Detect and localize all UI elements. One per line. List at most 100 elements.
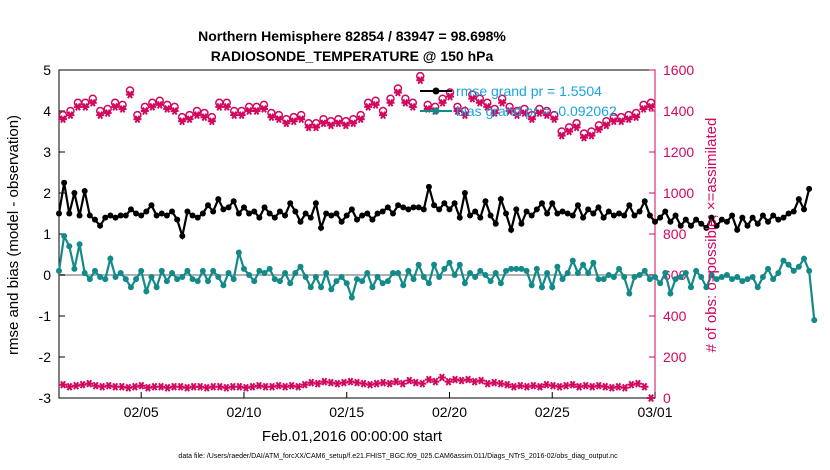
bias-point [86, 276, 93, 283]
obs-star-stroke [282, 382, 288, 391]
obs-low-marker [183, 383, 192, 392]
obs-low-marker [294, 382, 303, 391]
obs-star-stroke [210, 382, 217, 391]
obs-low-marker [640, 382, 649, 391]
obs-star-stroke [393, 377, 400, 386]
rmse-point [266, 210, 273, 217]
obs-low-marker [562, 381, 571, 390]
rmse-point [790, 208, 797, 215]
obs-star-stroke [471, 377, 478, 386]
obs-low-marker [575, 382, 584, 391]
bias-point [184, 267, 191, 274]
obs-star-stroke [354, 378, 360, 387]
bias-point [528, 282, 535, 289]
rmse-point [595, 204, 602, 211]
bias-point [569, 257, 576, 264]
obs-star-stroke [243, 383, 249, 392]
rmse-point [662, 208, 669, 215]
rmse-point [153, 212, 160, 219]
rmse-point [66, 210, 73, 217]
obs-star-stroke [73, 381, 79, 390]
bias-point [687, 284, 694, 291]
obs-star-stroke [432, 377, 439, 386]
rmse-point [112, 214, 119, 221]
obs-star-stroke [295, 382, 302, 391]
obs-star-stroke [622, 383, 628, 392]
rmse-point [508, 226, 515, 233]
obs-star-stroke [641, 382, 648, 391]
obs-low-marker [287, 381, 296, 390]
obs-star-stroke [301, 380, 308, 389]
bias-point [395, 269, 402, 276]
obs-low-marker [542, 380, 551, 389]
obs-low-marker [627, 380, 636, 389]
x-axis-label: Feb.01,2016 00:00:00 start [262, 428, 443, 445]
obs-assimilated-marker [475, 98, 484, 107]
obs-assimilated-marker [602, 121, 611, 130]
y-right-tick-label: 800 [663, 226, 687, 242]
rmse-point [528, 212, 535, 219]
rmse-point [795, 196, 802, 203]
obs-low-marker [176, 382, 185, 391]
obs-assimilated-marker [222, 102, 231, 111]
bias-point [276, 278, 283, 285]
obs-low-marker [104, 381, 113, 390]
bias-point [199, 267, 206, 274]
rmse-point [461, 190, 468, 196]
obs-star-stroke [386, 379, 393, 388]
obs-assimilated-marker [118, 104, 127, 113]
rmse-point [544, 210, 551, 217]
obs-star-stroke [417, 76, 424, 85]
obs-star-stroke [402, 98, 409, 107]
bias-point [76, 241, 83, 248]
y-right-tick-label: 1400 [663, 103, 694, 119]
rmse-point [76, 212, 83, 219]
bias-point [158, 267, 165, 274]
obs-star-stroke [328, 378, 334, 387]
rmse-point [703, 224, 710, 231]
rmse-point [698, 220, 705, 227]
obs-star-stroke [132, 382, 138, 391]
obs-low-marker [503, 380, 512, 389]
bias-point [626, 290, 633, 297]
bias-point [616, 265, 623, 272]
obs-star-stroke [581, 133, 587, 142]
bias-point [127, 284, 134, 291]
bias-point [333, 278, 340, 285]
obs-assimilated-marker [490, 109, 499, 118]
bias-point [610, 274, 617, 281]
obs-low-marker [202, 383, 211, 392]
obs-star-stroke [452, 375, 458, 384]
data-file-footnote: data file: /Users/raeder/DAI/ATM_forcXX/… [178, 453, 618, 460]
bias-point [456, 261, 463, 268]
rmse-point [636, 208, 643, 215]
bias-point [328, 286, 335, 293]
rmse-point [307, 214, 314, 221]
obs-star-stroke [426, 375, 432, 384]
bias-point [97, 274, 104, 281]
obs-low-marker [601, 382, 610, 391]
obs-assimilated-marker [274, 115, 283, 124]
bias-point [621, 274, 628, 281]
obs-star-stroke [127, 90, 133, 99]
bias-point [374, 274, 381, 281]
plot-area: -3-2-10123450200400600800100012001400160… [39, 62, 818, 420]
bias-point [508, 265, 515, 272]
bias-point [112, 274, 119, 281]
rmse-point [621, 212, 628, 219]
obs-star-stroke [409, 102, 416, 111]
bias-point [405, 267, 412, 274]
obs-star-stroke [589, 382, 596, 391]
bias-point [117, 269, 124, 276]
bias-point [287, 280, 294, 287]
rmse-point [348, 206, 355, 213]
bias-point [163, 278, 170, 285]
rmse-point [56, 210, 62, 217]
obs-low-marker [398, 379, 407, 388]
obs-star-stroke [615, 382, 622, 391]
rmse-point [693, 216, 700, 223]
rmse-point [143, 208, 150, 215]
rmse-point [600, 214, 607, 221]
obs-assimilated-marker [513, 111, 522, 120]
rmse-point [400, 204, 407, 211]
